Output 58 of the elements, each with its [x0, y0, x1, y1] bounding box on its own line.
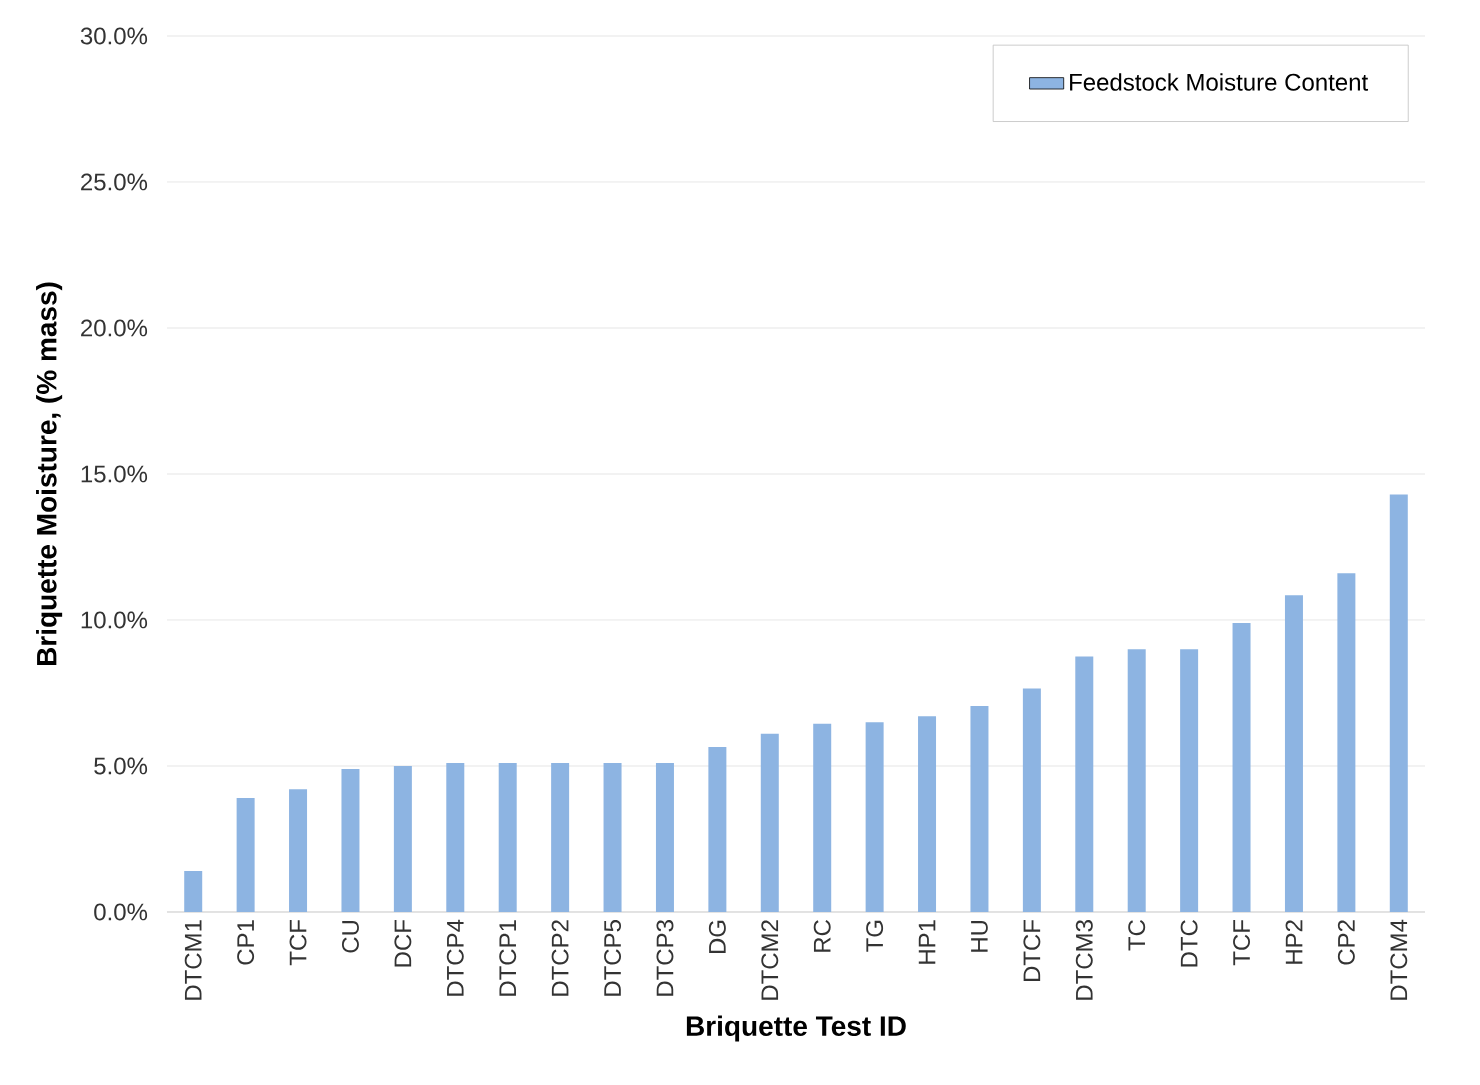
x-tick-label: DTCM2 — [761, 920, 779, 1000]
bar — [184, 871, 203, 912]
x-tick-label: CP1 — [237, 920, 255, 965]
bar — [393, 765, 412, 912]
bar — [1127, 649, 1146, 912]
x-tick-label: HU — [971, 920, 988, 952]
bar — [551, 763, 570, 912]
y-tick-label: 5.0% — [94, 757, 148, 775]
bar — [236, 798, 255, 912]
x-tick-label: TC — [1128, 919, 1146, 951]
x-tick-label: DTCM4 — [1390, 919, 1408, 1000]
bar — [708, 747, 727, 912]
y-tick-label: 25.0% — [81, 173, 148, 191]
bar — [289, 789, 308, 912]
legend-label: Feedstock Moisture Content — [1070, 73, 1369, 91]
bar — [1075, 656, 1094, 912]
x-tick-label: DTCP1 — [499, 920, 517, 996]
x-tick-label: DTCP3 — [656, 920, 674, 996]
y-tick-label: 10.0% — [81, 611, 148, 629]
bar — [1337, 573, 1356, 912]
bar — [655, 763, 674, 912]
bar — [446, 763, 465, 912]
x-tick-label: DTCP4 — [446, 919, 464, 996]
bar — [341, 768, 360, 912]
y-axis-title: Briquette Moisture, (% mass) — [36, 282, 63, 666]
y-tick-label: 15.0% — [81, 465, 148, 483]
bar — [918, 716, 937, 912]
x-tick-label: HP1 — [918, 920, 936, 964]
bar — [498, 763, 517, 912]
x-axis-title: Briquette Test ID — [686, 1015, 906, 1042]
x-tick-label: TG — [866, 920, 884, 952]
bar — [603, 763, 622, 912]
x-tick-label: DCF — [394, 920, 412, 967]
y-tick-label: 20.0% — [81, 319, 148, 337]
bar — [1389, 494, 1408, 912]
bar — [1180, 649, 1199, 912]
x-tick-label: DG — [708, 920, 726, 954]
bar — [1022, 688, 1041, 912]
x-tick-label: HP2 — [1285, 920, 1303, 964]
y-tick-label: 0.0% — [94, 903, 148, 921]
x-tick-label: CU — [341, 920, 359, 953]
x-tick-label: TCF — [1233, 920, 1251, 966]
x-tick-label: DTCM3 — [1075, 920, 1093, 1000]
bar — [1284, 595, 1303, 912]
x-tick-label: DTC — [1180, 919, 1198, 967]
bar — [970, 706, 989, 912]
bar — [1232, 622, 1251, 912]
x-tick-label: RC — [813, 919, 831, 952]
x-tick-label: TCF — [289, 920, 307, 966]
x-tick-label: DTCP5 — [604, 920, 622, 996]
y-tick-label: 30.0% — [80, 27, 148, 45]
bar — [813, 723, 832, 912]
bar — [760, 733, 779, 912]
x-tick-label: DTCF — [1023, 920, 1041, 982]
x-tick-label: DTCM1 — [184, 920, 202, 1000]
x-tick-label: DTCP2 — [551, 920, 569, 996]
bar — [865, 722, 884, 912]
x-tick-label: CP2 — [1337, 920, 1355, 965]
